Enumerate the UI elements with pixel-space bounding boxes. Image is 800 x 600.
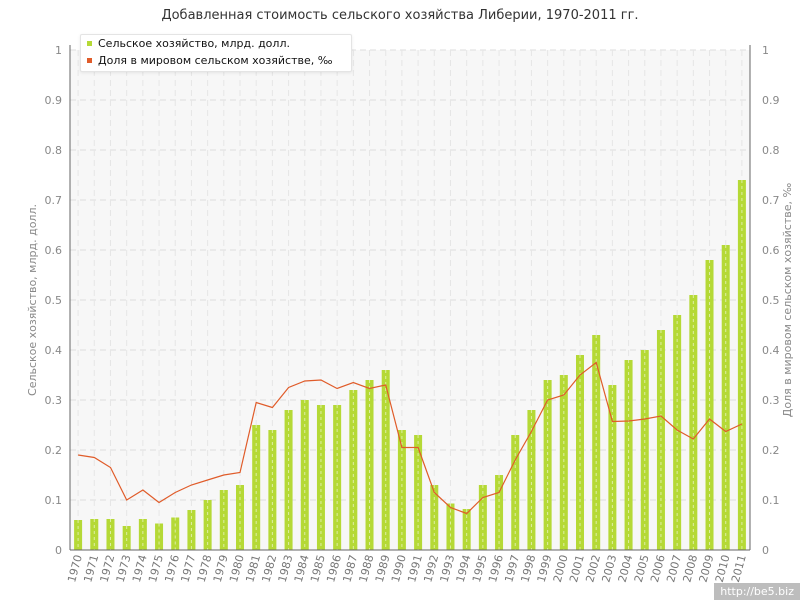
y-tick-label-right: 0.5 <box>762 294 780 307</box>
y-tick-label-left: 0.8 <box>45 144 63 157</box>
bar <box>559 375 568 550</box>
legend-item-bars[interactable]: Сельское хозяйство, млрд. долл. <box>87 36 290 52</box>
legend-swatch-line <box>87 57 92 63</box>
bar <box>624 360 633 550</box>
legend-label-line: Доля в мировом сельском хозяйстве, ‰ <box>98 54 333 67</box>
legend-item-line[interactable]: Доля в мировом сельском хозяйстве, ‰ <box>87 53 332 69</box>
bar <box>737 180 746 550</box>
y-tick-label-right: 0.3 <box>762 394 780 407</box>
y-tick-label-right: 1 <box>762 44 769 57</box>
y-tick-label-left: 0.2 <box>45 444 63 457</box>
y-tick-label-right: 0.7 <box>762 194 780 207</box>
legend-label-bars: Сельское хозяйство, млрд. долл. <box>98 37 290 50</box>
y-tick-label-left: 0 <box>55 544 62 557</box>
watermark-link[interactable]: http://be5.biz <box>714 583 800 600</box>
bar <box>511 435 520 550</box>
y-tick-label-right: 0.2 <box>762 444 780 457</box>
grid-layer <box>70 49 750 550</box>
y-tick-label-left: 0.1 <box>45 494 63 507</box>
bar <box>608 385 617 550</box>
bars-layer <box>74 180 746 550</box>
line-layer <box>78 361 743 515</box>
y-tick-label-left: 0.6 <box>45 244 63 257</box>
y-tick-label-left: 0.7 <box>45 194 63 207</box>
y-tick-label-left: 1 <box>55 44 62 57</box>
bar <box>106 519 115 550</box>
bar <box>640 350 649 550</box>
y-tick-label-right: 0.8 <box>762 144 780 157</box>
y-axis-label-left: Сельское хозяйство, млрд. долл. <box>26 204 39 396</box>
y-tick-label-right: 0.6 <box>762 244 780 257</box>
bar <box>284 410 293 550</box>
bar <box>138 519 147 550</box>
legend: Сельское хозяйство, млрд. долл. Доля в м… <box>80 34 352 72</box>
y-tick-label-left: 0.4 <box>45 344 63 357</box>
y-tick-label-right: 0 <box>762 544 769 557</box>
y-tick-label-right: 0.9 <box>762 94 780 107</box>
bar <box>673 315 682 550</box>
line-series <box>78 361 743 515</box>
y-tick-label-right: 0.4 <box>762 344 780 357</box>
y-tick-label-left: 0.5 <box>45 294 63 307</box>
y-tick-label-left: 0.3 <box>45 394 63 407</box>
bar <box>527 410 536 550</box>
legend-swatch-bars <box>87 40 92 46</box>
bar <box>414 435 423 550</box>
chart-title: Добавленная стоимость сельского хозяйств… <box>161 8 639 23</box>
y-tick-label-left: 0.9 <box>45 94 63 107</box>
bar <box>592 335 601 550</box>
bar <box>446 503 455 550</box>
y-axis-label-right: Доля в мировом сельском хозяйстве, ‰ <box>781 183 794 418</box>
bar <box>90 519 99 550</box>
bar <box>171 517 180 550</box>
y-tick-label-right: 0.1 <box>762 494 780 507</box>
